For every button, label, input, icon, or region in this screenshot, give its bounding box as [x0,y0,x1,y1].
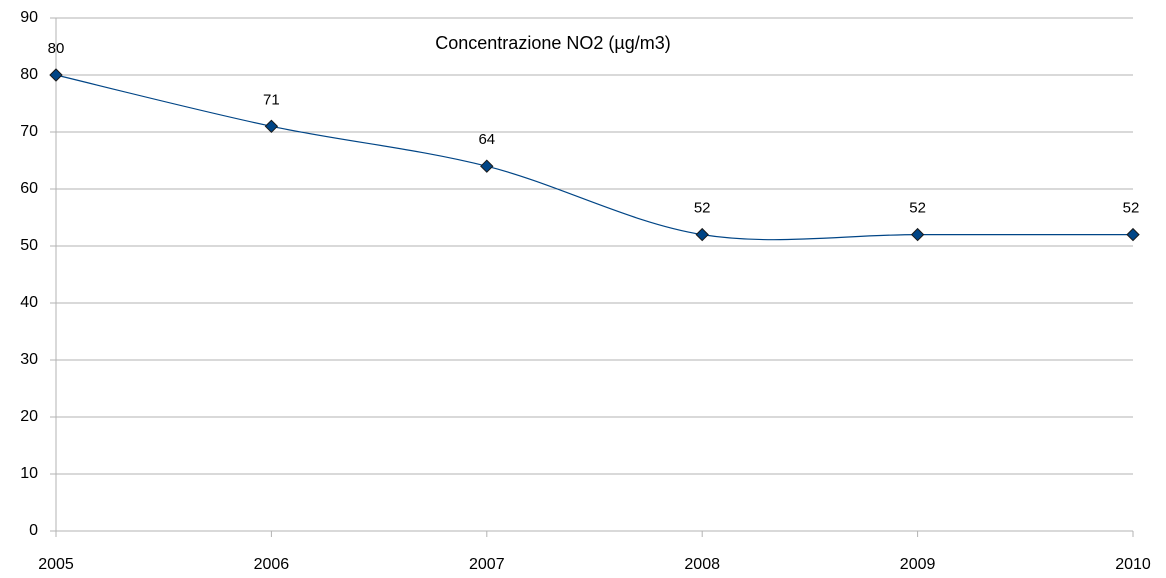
y-tick-label: 80 [20,66,38,83]
series-line [55,74,1133,241]
y-tick-label: 70 [20,123,38,140]
data-label: 52 [694,200,711,217]
marker [1126,227,1140,242]
marker [480,159,494,173]
chart-title: Concentrazione NO2 (µg/m3) [435,33,670,53]
x-tick-label: 2009 [900,556,936,573]
marker [910,227,925,242]
y-tick-label: 10 [20,465,38,482]
y-tick-label: 60 [20,180,38,197]
y-tick-label: 20 [20,408,38,425]
data-label: 64 [478,131,495,148]
data-label: 71 [263,91,280,108]
data-label: 52 [1123,200,1140,217]
x-tick-label: 2010 [1115,556,1151,573]
y-tick-label: 30 [20,351,38,368]
y-tick-label: 40 [20,294,38,311]
y-tick-label: 0 [29,522,38,539]
x-tick-label: 2008 [684,556,720,573]
plot: 0 10 20 30 40 50 60 70 80 90 2005 2006 2007 2008 2009 2… [20,9,1151,573]
marker [49,68,63,82]
marker [695,227,709,242]
data-label: 80 [48,40,65,57]
y-tick-label: 50 [20,237,38,254]
x-tick-label: 2006 [254,556,290,573]
x-tick-label: 2007 [469,556,505,573]
marker [264,119,279,134]
x-tick-label: 2005 [38,556,74,573]
y-tick-label: 90 [20,9,38,26]
data-label: 52 [909,200,926,217]
